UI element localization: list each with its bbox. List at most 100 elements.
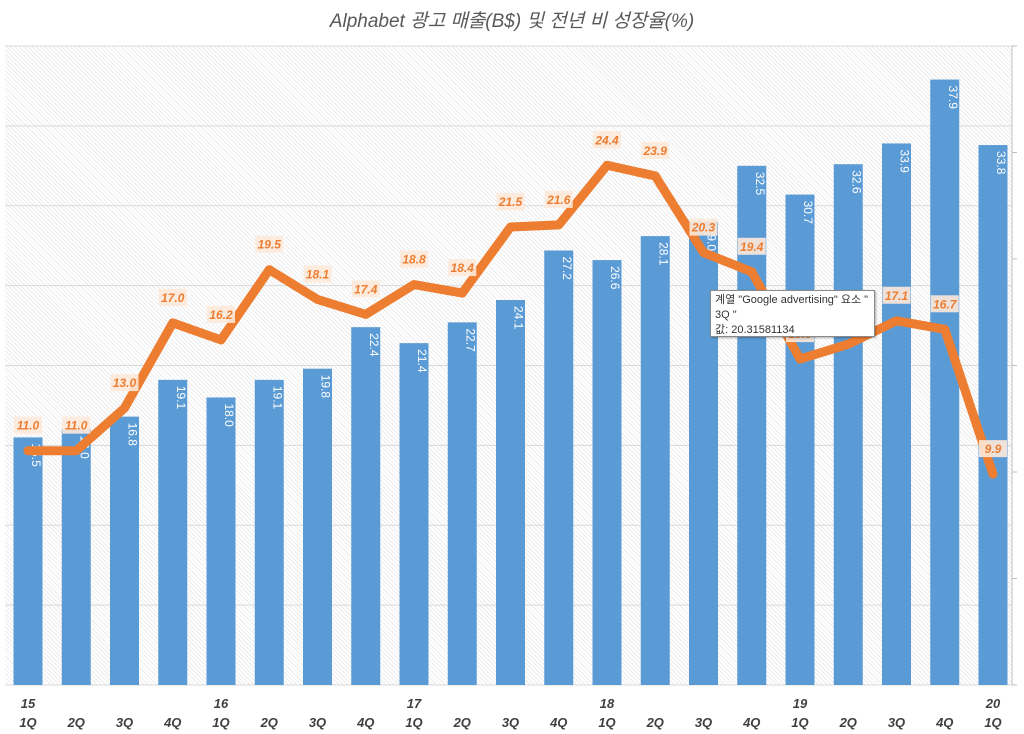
x-tick-quarter: 3Q	[502, 715, 519, 730]
bar	[544, 250, 574, 686]
bar	[399, 343, 429, 685]
chart-title: Alphabet 광고 매출(B$) 및 전년 비 성장율(%)	[329, 11, 695, 32]
x-tick-quarter: 3Q	[695, 715, 712, 730]
line-label-bg	[496, 193, 525, 211]
bar	[351, 327, 381, 685]
line-label-bg	[737, 237, 766, 255]
line-label-bg	[158, 288, 187, 306]
x-tick-year: 17	[407, 696, 422, 711]
x-tick-quarter: 2Q	[67, 715, 85, 730]
bar	[254, 379, 284, 685]
tooltip-value: 값: 20.31581134	[715, 324, 795, 336]
bar-value-label: 30.7	[801, 201, 815, 225]
line-label-bg	[400, 250, 428, 268]
line-label-bg	[882, 286, 911, 304]
x-tick-year: 20	[985, 696, 1001, 711]
tooltip-series: 계열 "Google advertising" 요소 "	[715, 294, 869, 306]
bar	[61, 429, 91, 685]
line-label-bg	[255, 235, 284, 253]
bar	[496, 300, 525, 685]
x-tick-quarter: 2Q	[260, 715, 278, 730]
bar-value-label: 32.6	[849, 170, 863, 194]
x-tick-quarter: 4Q	[356, 715, 374, 730]
bar	[882, 143, 911, 685]
x-tick-quarter: 1Q	[212, 715, 229, 730]
line-label-bg	[544, 190, 573, 208]
bar	[110, 416, 139, 685]
bar-value-label: 26.6	[608, 266, 622, 290]
bar	[13, 437, 43, 685]
bar-value-label: 32.5	[753, 172, 767, 196]
line-value-label: 21.6	[546, 193, 571, 207]
bar	[158, 379, 188, 685]
bar	[447, 322, 477, 685]
line-label-bg	[110, 374, 139, 392]
line-label-bg	[303, 265, 332, 283]
bar-value-label: 33.8	[994, 151, 1008, 175]
x-tick-quarter: 1Q	[598, 715, 615, 730]
x-tick-quarter: 1Q	[19, 715, 36, 730]
x-tick-year: 19	[793, 696, 808, 711]
line-label-bg	[62, 416, 91, 434]
line-value-label: 18.8	[402, 253, 426, 267]
data-tooltip: 계열 "Google advertising" 요소 " 3Q " 값: 20.…	[710, 290, 875, 337]
growth-line	[23, 160, 998, 479]
x-tick-quarter: 1Q	[405, 715, 422, 730]
line-label-bg	[14, 416, 42, 434]
bar-value-label: 19.1	[270, 386, 284, 410]
x-tick-year: 16	[214, 696, 229, 711]
bar	[640, 236, 670, 686]
x-tick-quarter: 4Q	[742, 715, 760, 730]
bar-value-label: 24.1	[512, 306, 526, 330]
bar-value-label: 28.1	[656, 242, 670, 266]
line-label-bg	[979, 440, 1007, 458]
line-value-label: 24.4	[594, 133, 619, 147]
line-value-label: 17.4	[354, 282, 378, 296]
bar-value-label: 21.4	[415, 349, 429, 373]
x-tick-quarter: 3Q	[309, 715, 326, 730]
x-tick-quarter: 4Q	[935, 715, 953, 730]
bar-value-label: 18.0	[222, 403, 236, 427]
line-label-bg	[641, 141, 670, 159]
x-tick-quarter: 3Q	[116, 715, 133, 730]
x-tick-quarter: 4Q	[549, 715, 567, 730]
bar-value-label: 16.8	[126, 423, 140, 447]
x-tick-quarter: 1Q	[984, 715, 1001, 730]
line-value-label: 18.1	[306, 267, 330, 281]
bar-value-label: 22.4	[367, 333, 381, 357]
line-label-bg	[930, 295, 959, 313]
bar	[592, 260, 622, 685]
x-tick-quarter: 4Q	[163, 715, 181, 730]
line-label-bg	[448, 259, 477, 277]
bar-value-label: 33.9	[898, 149, 912, 173]
line-label-bg	[593, 131, 621, 149]
line-value-label: 9.9	[985, 442, 1002, 456]
x-tick-quarter: 2Q	[453, 715, 471, 730]
bar-value-label: 22.7	[463, 328, 477, 352]
line-value-label: 20.3	[691, 221, 716, 235]
line-value-label: 17.1	[885, 289, 909, 303]
x-tick-quarter: 3Q	[888, 715, 905, 730]
line-value-label: 21.5	[498, 195, 523, 209]
line-value-label: 11.0	[17, 419, 40, 433]
x-tick-quarter: 1Q	[791, 715, 808, 730]
bar	[303, 368, 332, 685]
line-label-bg	[351, 280, 380, 298]
line-label-bg	[207, 305, 235, 323]
line-value-label: 18.4	[451, 261, 475, 275]
bar-value-label: 27.2	[560, 256, 574, 280]
line-value-label: 16.7	[933, 297, 958, 311]
bar-value-label: 37.9	[946, 86, 960, 110]
x-tick-quarter: 2Q	[646, 715, 664, 730]
line-value-label: 13.0	[113, 376, 137, 390]
line-label-bg	[689, 218, 718, 236]
x-tick-quarter: 2Q	[839, 715, 857, 730]
bar-value-label: 19.1	[174, 386, 188, 410]
line-value-label: 19.5	[258, 238, 282, 252]
bar	[978, 145, 1008, 686]
line-value-label: 23.9	[643, 144, 668, 158]
bar	[833, 164, 863, 686]
line-value-label: 19.4	[740, 240, 764, 254]
bar	[785, 194, 815, 685]
